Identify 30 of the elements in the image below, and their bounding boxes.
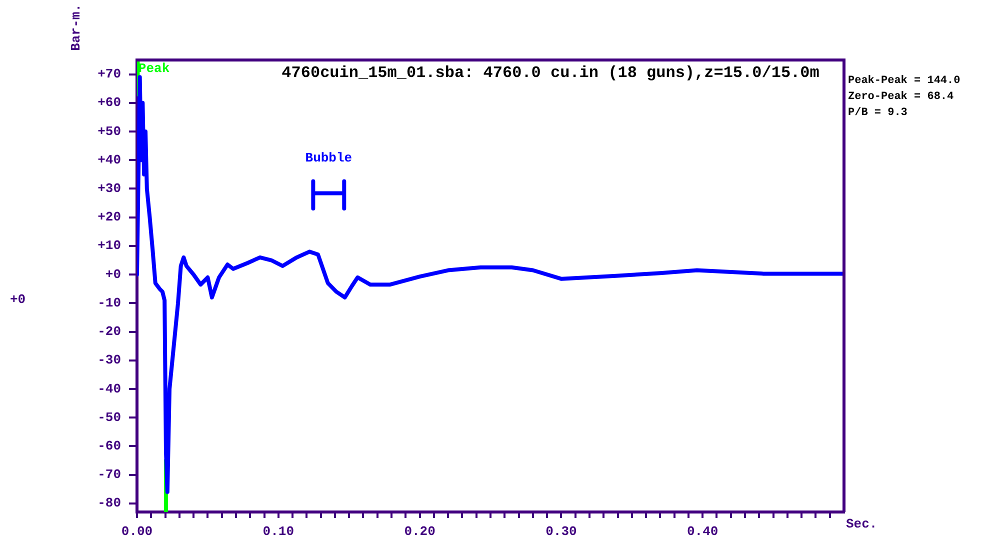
annotation: Bubble — [305, 150, 352, 166]
y-tick-label: +20 — [98, 210, 122, 225]
y-tick-label: -20 — [98, 324, 122, 340]
x-tick-label: 0.00 — [121, 524, 153, 540]
y-tick-label: -50 — [98, 410, 122, 425]
y-tick-label: +50 — [98, 124, 122, 139]
x-tick-label: 0.40 — [686, 524, 718, 540]
y-axis-title: Bar-m. — [68, 4, 84, 51]
y-tick-label: +60 — [98, 95, 122, 110]
y-tick-label: -40 — [98, 381, 122, 396]
y-tick-label: +40 — [98, 152, 122, 168]
text: +0 — [10, 292, 26, 307]
y-tick-label: +10 — [98, 238, 122, 254]
y-tick-label: -80 — [98, 496, 122, 511]
y-tick-label: -30 — [98, 352, 122, 368]
x-axis-title: Sec. — [846, 516, 878, 532]
x-tick-label: 0.30 — [546, 524, 577, 540]
text: Peak-Peak = 144.0 — [848, 74, 960, 87]
y-tick-label: -10 — [98, 295, 122, 310]
text: Zero-Peak = 68.4 — [848, 90, 954, 103]
y-tick-label: +30 — [98, 181, 122, 196]
x-tick-label: 0.10 — [262, 524, 294, 540]
chart-title: 4760cuin_15m_01.sba: 4760.0 cu.in (18 guns),z=15.0/15.0m — [282, 64, 820, 82]
y-tick-label: -70 — [98, 467, 122, 482]
y-tick-label: +70 — [98, 66, 122, 82]
y-tick-label: +0 — [105, 266, 122, 282]
text: P/B = 9.3 — [848, 106, 908, 119]
annotation: Peak — [138, 60, 170, 76]
x-tick-label: 0.20 — [404, 524, 436, 540]
y-tick-label: -60 — [98, 438, 122, 454]
